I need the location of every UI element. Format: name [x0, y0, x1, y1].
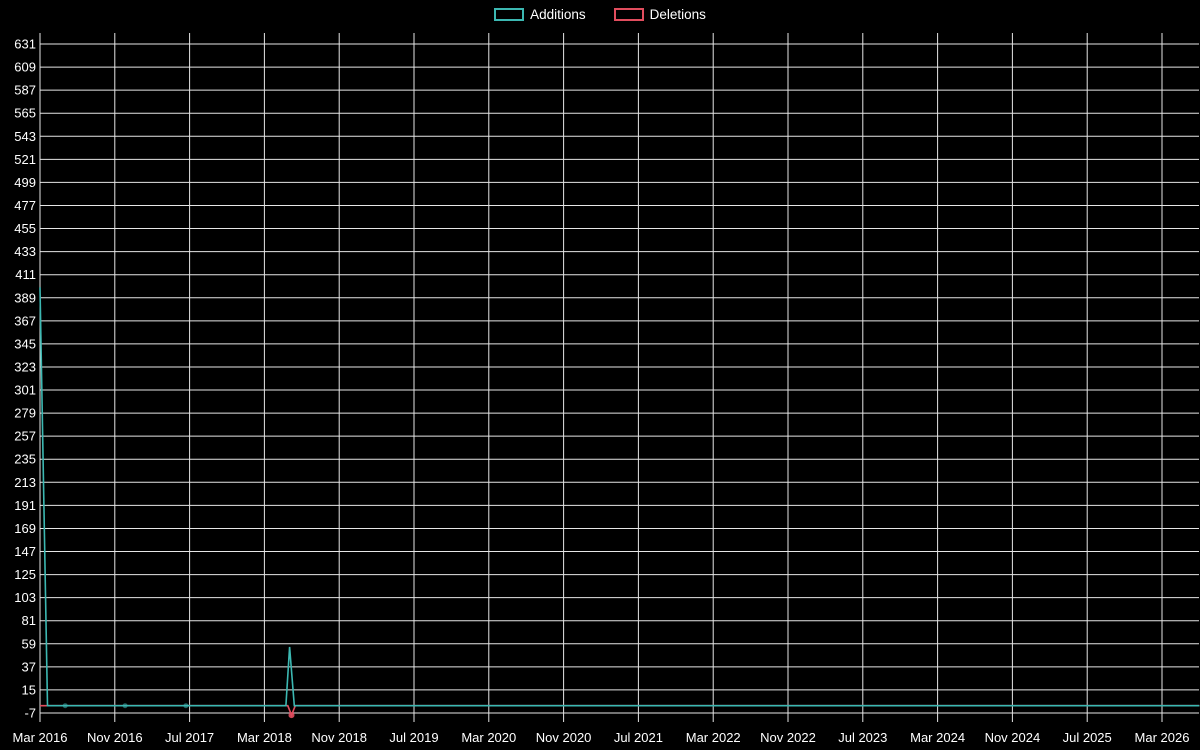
svg-text:257: 257 — [14, 429, 36, 444]
svg-text:631: 631 — [14, 37, 36, 52]
svg-text:Mar 2020: Mar 2020 — [461, 730, 516, 745]
svg-text:Nov 2018: Nov 2018 — [311, 730, 367, 745]
grid-lines — [39, 33, 1199, 722]
legend-item-additions[interactable]: Additions — [494, 7, 586, 22]
svg-text:Mar 2018: Mar 2018 — [237, 730, 292, 745]
svg-text:Mar 2024: Mar 2024 — [910, 730, 965, 745]
series-line-deletions — [40, 704, 1200, 718]
svg-text:Mar 2016: Mar 2016 — [13, 730, 68, 745]
svg-text:125: 125 — [14, 567, 36, 582]
svg-text:Jul 2017: Jul 2017 — [165, 730, 214, 745]
x-axis-labels: Mar 2016 Nov 2016 Jul 2017 Mar 2018 Nov 2018… — [13, 730, 1190, 745]
svg-text:Nov 2016: Nov 2016 — [87, 730, 143, 745]
data-point-marker-additions — [62, 703, 68, 709]
svg-text:Jul 2019: Jul 2019 — [389, 730, 438, 745]
svg-text:389: 389 — [14, 290, 36, 305]
svg-text:433: 433 — [14, 244, 36, 259]
svg-text:103: 103 — [14, 590, 36, 605]
svg-text:15: 15 — [22, 682, 36, 697]
svg-text:455: 455 — [14, 221, 36, 236]
svg-text:565: 565 — [14, 106, 36, 121]
svg-text:301: 301 — [14, 383, 36, 398]
svg-text:Mar 2026: Mar 2026 — [1135, 730, 1190, 745]
svg-text:169: 169 — [14, 521, 36, 536]
svg-text:-7: -7 — [24, 706, 36, 721]
svg-text:521: 521 — [14, 152, 36, 167]
svg-text:499: 499 — [14, 175, 36, 190]
svg-text:609: 609 — [14, 60, 36, 75]
svg-text:59: 59 — [22, 636, 36, 651]
svg-text:323: 323 — [14, 359, 36, 374]
svg-text:Jul 2025: Jul 2025 — [1063, 730, 1112, 745]
svg-text:543: 543 — [14, 129, 36, 144]
svg-text:Mar 2022: Mar 2022 — [686, 730, 741, 745]
svg-text:235: 235 — [14, 452, 36, 467]
svg-text:Nov 2022: Nov 2022 — [760, 730, 816, 745]
svg-text:367: 367 — [14, 313, 36, 328]
legend-label-additions: Additions — [530, 7, 586, 22]
svg-text:Nov 2024: Nov 2024 — [985, 730, 1041, 745]
series-line-additions — [39, 287, 1200, 707]
data-point-marker-deletions — [288, 712, 295, 719]
data-point-marker-additions — [122, 703, 128, 709]
svg-text:411: 411 — [15, 267, 36, 282]
svg-text:213: 213 — [14, 475, 36, 490]
svg-text:345: 345 — [14, 336, 36, 351]
svg-text:Jul 2021: Jul 2021 — [614, 730, 663, 745]
svg-text:37: 37 — [22, 659, 36, 674]
legend-item-deletions[interactable]: Deletions — [613, 7, 706, 22]
data-point-marker-additions — [183, 703, 189, 709]
svg-text:587: 587 — [14, 83, 36, 98]
svg-text:81: 81 — [22, 613, 36, 628]
deletions-swatch-icon — [613, 8, 644, 21]
legend-label-deletions: Deletions — [649, 7, 706, 22]
svg-text:147: 147 — [14, 544, 36, 559]
svg-text:Jul 2023: Jul 2023 — [838, 730, 887, 745]
svg-text:Nov 2020: Nov 2020 — [536, 730, 592, 745]
svg-text:279: 279 — [14, 406, 36, 421]
chart-legend: Additions Deletions — [0, 7, 1200, 22]
additions-swatch-icon — [494, 8, 525, 21]
y-axis-labels: 631 609 587 565 543 521 499 477 455 433 411 389 367 3… — [14, 37, 36, 721]
svg-text:477: 477 — [14, 198, 36, 213]
svg-text:191: 191 — [14, 498, 36, 513]
